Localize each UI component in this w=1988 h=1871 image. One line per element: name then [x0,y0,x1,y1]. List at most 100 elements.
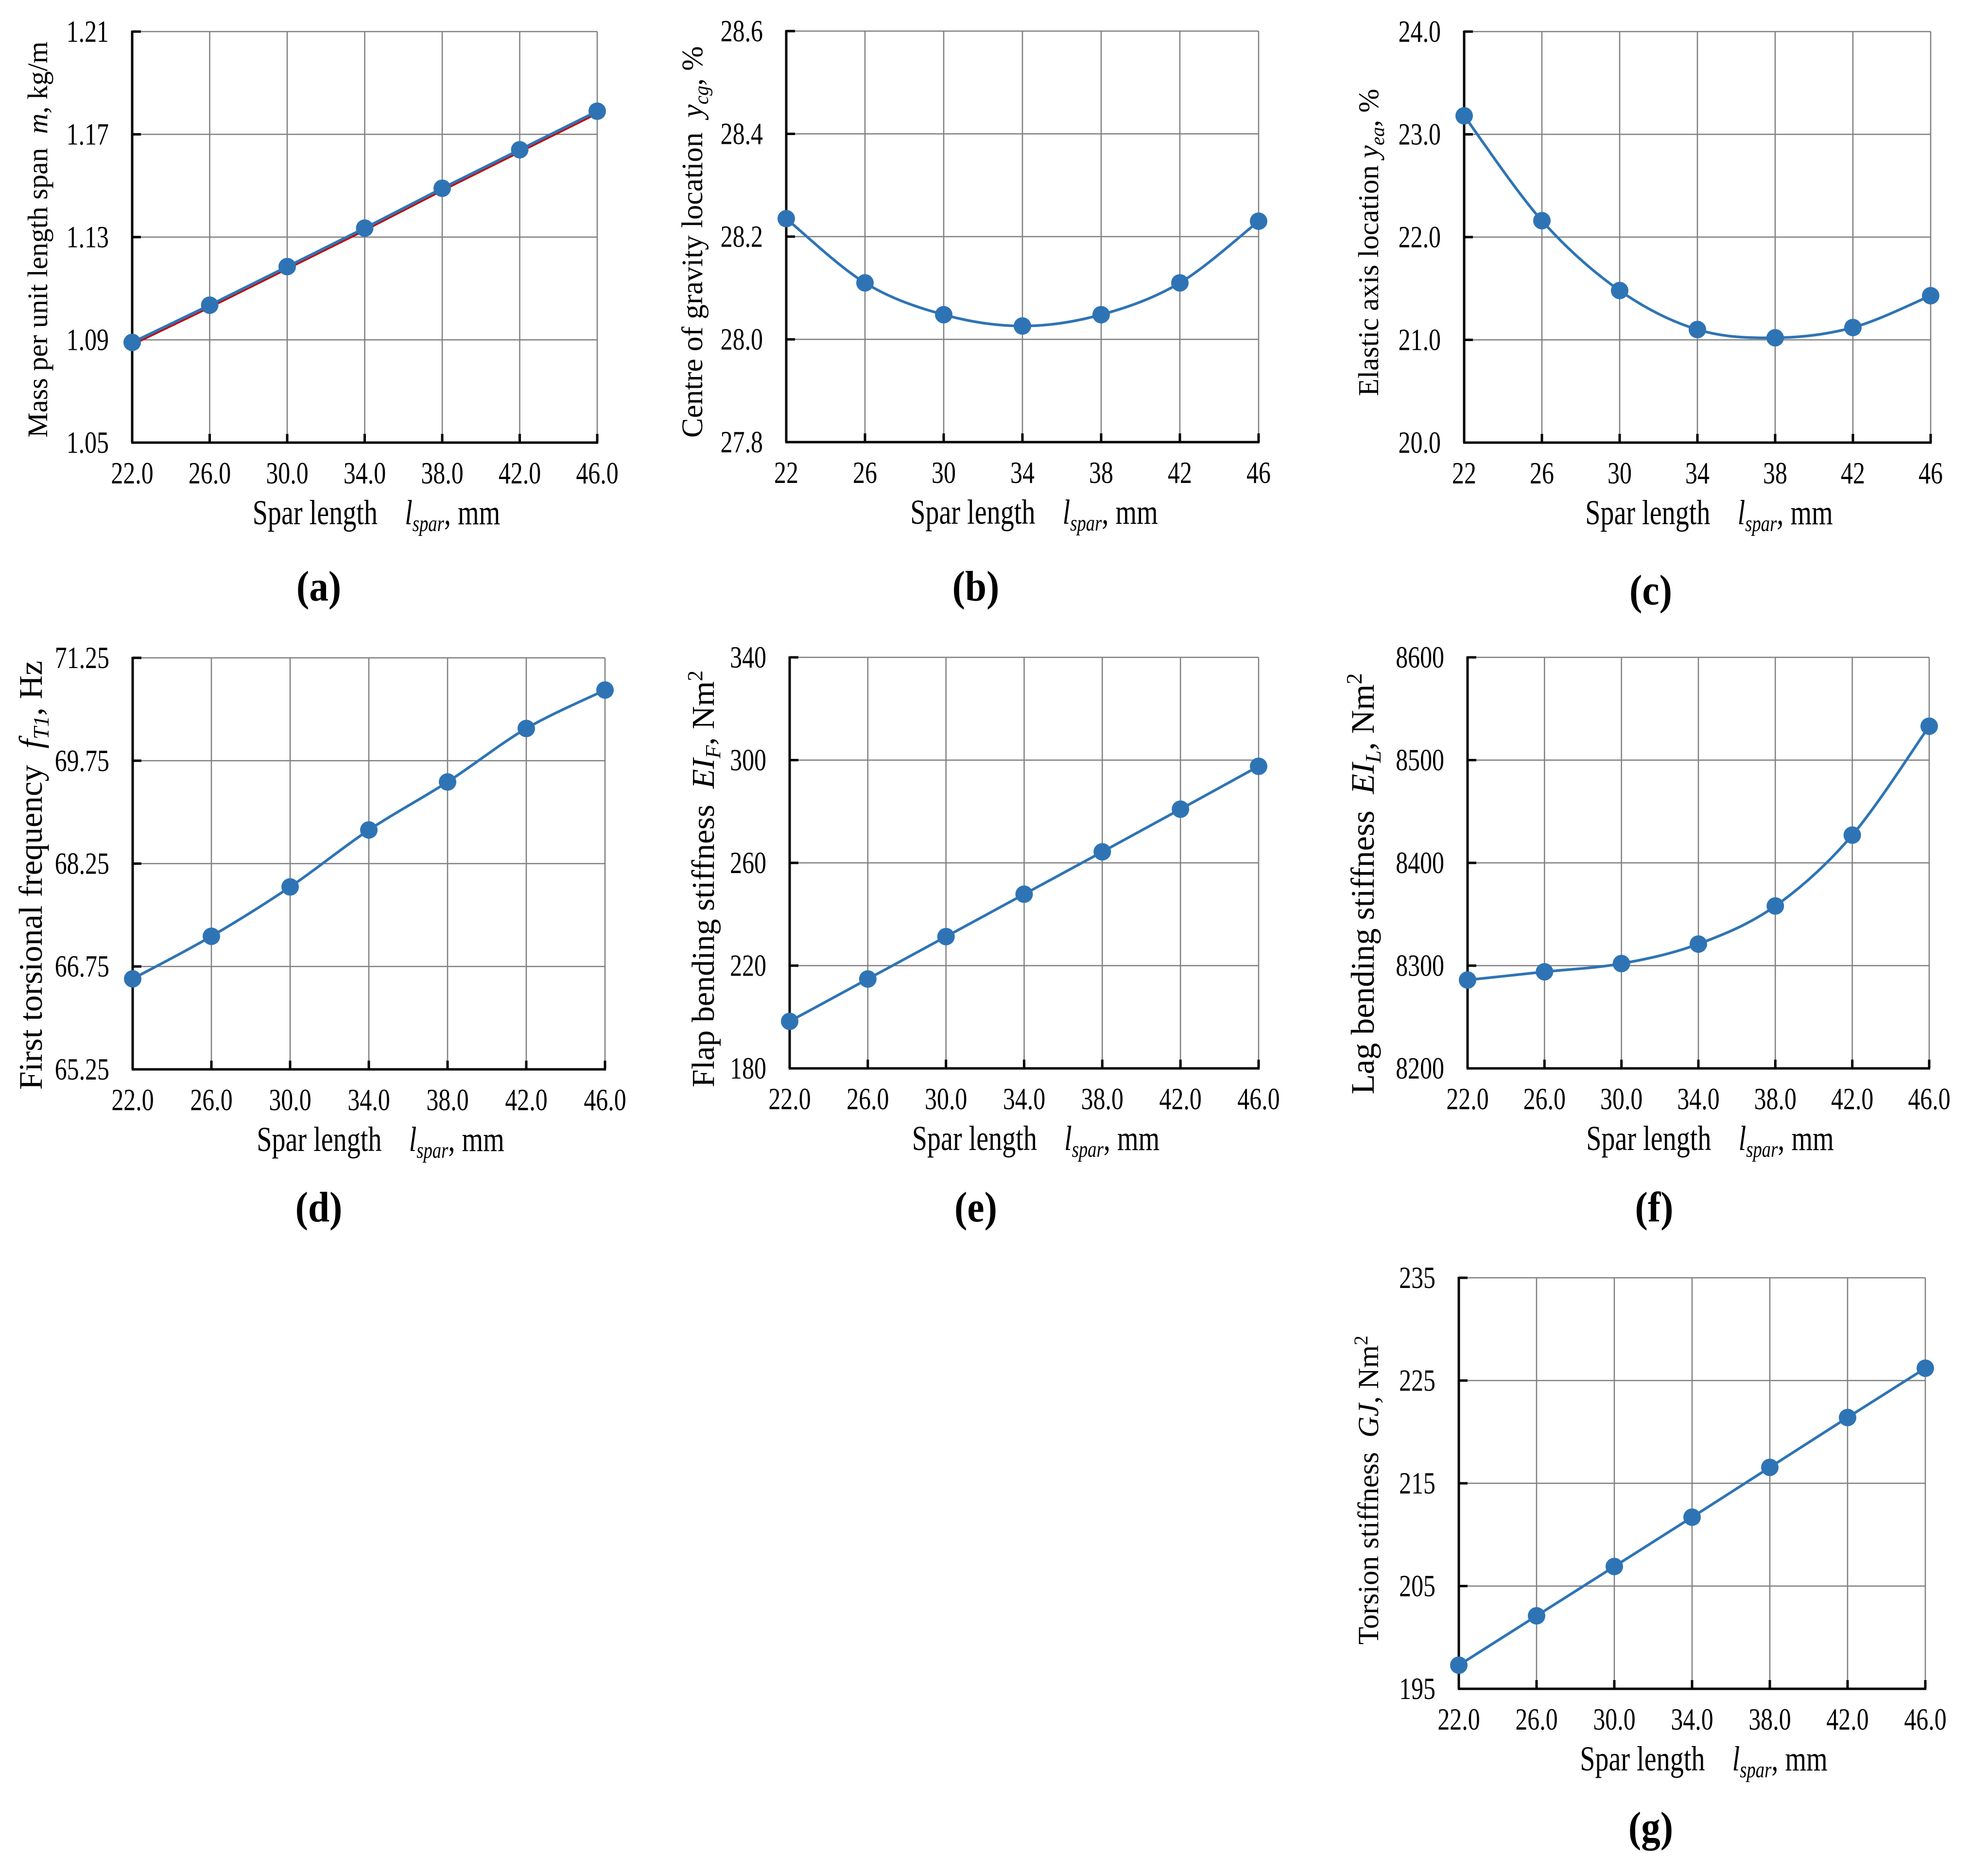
svg-text:20.0: 20.0 [1399,426,1441,460]
svg-text:26.0: 26.0 [847,1082,889,1116]
svg-text:27.8: 27.8 [721,425,763,459]
svg-text:38.0: 38.0 [1754,1082,1797,1116]
svg-text:42: 42 [1168,456,1192,490]
svg-text:8600: 8600 [1396,640,1444,674]
svg-text:22: 22 [1452,456,1476,490]
svg-text:22.0: 22.0 [1399,220,1441,254]
svg-text:42: 42 [1841,456,1865,490]
svg-text:Flap bending stiffness EIF​, N: Flap bending stiffness EIF​, Nm2 [683,670,725,1087]
svg-text:30.0: 30.0 [1593,1702,1635,1736]
svg-text:71.25: 71.25 [55,641,109,675]
svg-text:(d): (d) [295,1184,343,1231]
svg-text:42.0: 42.0 [1831,1082,1873,1116]
svg-text:22.0: 22.0 [1446,1082,1488,1116]
svg-text:340: 340 [730,640,766,674]
svg-text:Spar length lspar, mm: Spar length lspar, mm [1586,1118,1834,1162]
svg-text:30.0: 30.0 [266,456,308,490]
svg-text:30: 30 [932,456,956,490]
svg-text:1.17: 1.17 [67,118,109,152]
svg-text:30.0: 30.0 [1600,1082,1642,1116]
svg-text:First torsional frequency fT1​: First torsional frequency fT1​, Hz [12,661,53,1090]
svg-text:38.0: 38.0 [421,456,463,490]
svg-text:24.0: 24.0 [1399,15,1441,49]
svg-text:30: 30 [1608,456,1632,490]
svg-text:22.0: 22.0 [111,456,153,490]
svg-text:30.0: 30.0 [925,1082,967,1116]
svg-text:Elastic axis location yea​, %: Elastic axis location yea​, % [1352,89,1388,396]
svg-text:46.0: 46.0 [1237,1082,1279,1116]
svg-text:Mass per unit length span m, k: Mass per unit length span m, kg/m [22,41,53,437]
svg-text:(c): (c) [1629,566,1672,614]
svg-text:28.2: 28.2 [721,220,763,254]
svg-text:34: 34 [1010,456,1035,490]
svg-text:Spar length lspar, mm: Spar length lspar, mm [253,493,501,536]
svg-text:38.0: 38.0 [1748,1702,1791,1736]
svg-text:215: 215 [1399,1466,1435,1500]
svg-text:65.25: 65.25 [55,1052,109,1086]
svg-text:8500: 8500 [1396,743,1444,777]
svg-text:195: 195 [1399,1672,1435,1706]
svg-text:1.09: 1.09 [67,323,109,357]
svg-text:(a): (a) [296,563,341,610]
svg-text:205: 205 [1399,1569,1435,1603]
svg-text:46.0: 46.0 [1908,1082,1950,1116]
svg-text:(e): (e) [954,1184,997,1231]
svg-text:Centre of gravity location ycg: Centre of gravity location ycg​, % [676,46,712,438]
svg-text:26.0: 26.0 [189,456,231,490]
svg-text:42.0: 42.0 [499,456,541,490]
svg-text:66.75: 66.75 [55,949,109,983]
svg-text:26.0: 26.0 [190,1083,232,1117]
svg-text:180: 180 [730,1051,766,1085]
svg-text:(f): (f) [1635,1184,1673,1231]
svg-text:34.0: 34.0 [1677,1082,1719,1116]
svg-text:38: 38 [1089,456,1113,490]
svg-text:34.0: 34.0 [1003,1082,1045,1116]
svg-text:22.0: 22.0 [1437,1702,1480,1736]
svg-text:46.0: 46.0 [584,1083,626,1117]
svg-text:Spar length lspar, mm: Spar length lspar, mm [912,1118,1160,1162]
svg-text:22.0: 22.0 [768,1082,811,1116]
svg-text:Spar length lspar, mm: Spar length lspar, mm [1580,1739,1828,1783]
svg-text:260: 260 [730,846,766,880]
svg-text:38.0: 38.0 [426,1083,468,1117]
svg-text:22.0: 22.0 [111,1083,154,1117]
svg-text:30.0: 30.0 [269,1083,311,1117]
svg-text:68.25: 68.25 [55,847,109,881]
svg-text:28.4: 28.4 [721,117,763,151]
svg-text:42.0: 42.0 [1159,1082,1202,1116]
svg-text:34.0: 34.0 [347,1083,390,1117]
svg-text:235: 235 [1399,1261,1435,1295]
svg-text:21.0: 21.0 [1399,323,1441,357]
svg-text:23.0: 23.0 [1399,118,1441,152]
svg-text:220: 220 [730,949,766,983]
svg-text:26: 26 [1530,456,1554,490]
svg-text:42.0: 42.0 [505,1083,547,1117]
svg-text:Torsion stiffness GJ, Nm2: Torsion stiffness GJ, Nm2 [1350,1336,1384,1645]
svg-text:69.75: 69.75 [55,744,109,778]
svg-text:1.05: 1.05 [67,426,109,460]
svg-text:(g): (g) [1628,1803,1673,1851]
svg-text:Spar length lspar, mm: Spar length lspar, mm [257,1119,504,1163]
svg-text:34: 34 [1685,456,1710,490]
svg-text:22: 22 [774,456,798,490]
svg-text:Spar length lspar, mm: Spar length lspar, mm [910,492,1158,536]
svg-text:26: 26 [853,456,877,490]
svg-text:46.0: 46.0 [576,456,618,490]
svg-text:34.0: 34.0 [1671,1702,1713,1736]
svg-text:300: 300 [730,743,766,777]
svg-text:8200: 8200 [1396,1051,1444,1085]
svg-text:46.0: 46.0 [1904,1702,1946,1736]
svg-text:38.0: 38.0 [1081,1082,1124,1116]
svg-text:Spar length lspar, mm: Spar length lspar, mm [1585,493,1833,536]
svg-text:28.6: 28.6 [721,14,763,48]
svg-text:1.21: 1.21 [67,15,109,49]
svg-text:38: 38 [1763,456,1787,490]
svg-text:42.0: 42.0 [1826,1702,1868,1736]
svg-text:225: 225 [1399,1364,1435,1398]
svg-text:Lag bending stiffness EIL​, Nm: Lag bending stiffness EIL​, Nm2 [1342,673,1385,1095]
svg-text:1.13: 1.13 [67,220,109,254]
svg-text:(b): (b) [952,563,1000,610]
svg-text:8400: 8400 [1396,846,1444,880]
svg-text:26.0: 26.0 [1523,1082,1566,1116]
svg-text:46: 46 [1919,456,1943,490]
